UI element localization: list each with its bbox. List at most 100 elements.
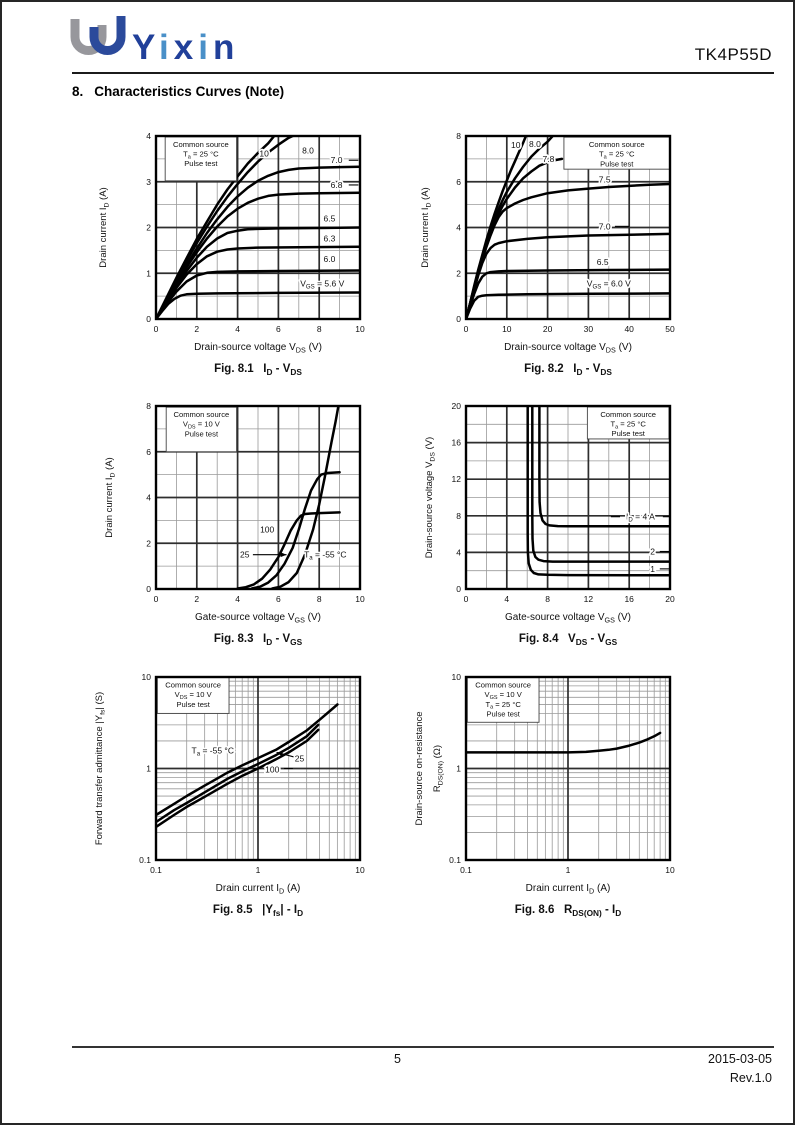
curve-V_GS=6.3V <box>155 245 361 320</box>
series-group <box>155 703 339 829</box>
x-tick-label: 1 <box>256 865 261 875</box>
x-tick-label: 0 <box>464 324 469 334</box>
curve-label: Ta = -55 °C <box>304 550 346 562</box>
x-tick-label: 4 <box>235 594 240 604</box>
x-axis-title: Drain-source voltage VDS (V) <box>194 342 322 354</box>
plot-frame <box>154 675 362 862</box>
note-box <box>156 677 230 714</box>
curve-label: 10 <box>511 140 521 150</box>
curve-label: Ta = -55 °C <box>192 745 234 757</box>
plot-frame <box>464 675 672 862</box>
note-line: VGS = 10 V <box>485 690 523 701</box>
x-tick-label: 10 <box>355 865 365 875</box>
curve-label: 7.8 <box>543 154 555 164</box>
x-tick-label: 2 <box>194 324 199 334</box>
y-axis-title: Drain current ID (A) <box>104 457 116 537</box>
note-box <box>165 406 238 453</box>
plot-frame <box>154 134 362 321</box>
x-tick-label: 10 <box>502 324 512 334</box>
curve-I_D=4A <box>538 405 671 528</box>
note-line: VDS = 10 V <box>175 690 213 701</box>
x-tick-label: 8 <box>545 594 550 604</box>
note-line: Pulse test <box>176 700 210 709</box>
curve-label: 10 <box>259 148 269 158</box>
note-line: Common source <box>174 410 230 419</box>
y-axis-title: Drain current ID (A) <box>420 187 432 267</box>
footer-revision: Rev.1.0 <box>729 1071 772 1086</box>
curve-label: 8.0 <box>302 146 314 156</box>
y-axis-title: Drain current ID (A) <box>98 187 110 267</box>
x-tick-label: 12 <box>584 594 594 604</box>
curve-label: 6.0 <box>323 254 335 264</box>
x-tick-label: 1 <box>566 865 571 875</box>
y-axis-title: Drain-source on-resistance <box>414 711 425 825</box>
series-group <box>465 135 671 320</box>
curve-T_a=100°C <box>155 728 320 829</box>
y-tick-label: 1 <box>456 764 461 774</box>
curve-T_a=-55°C <box>271 405 340 590</box>
y-tick-label: 8 <box>146 401 151 411</box>
page-number: 5 <box>394 1052 401 1066</box>
y-tick-label: 16 <box>452 438 462 448</box>
y-tick-label: 0.1 <box>449 855 461 865</box>
chart-fig-8-5-yfs-id: Common source VDS = 10 V Pulse test Ta = -5… <box>82 663 402 929</box>
y-tick-label: 0 <box>456 314 461 324</box>
y-tick-label: 8 <box>456 511 461 521</box>
curve-V_GS=5.6V <box>155 291 361 320</box>
curve-V_GS=7.0V <box>465 232 671 320</box>
section-title-text: Characteristics Curves (Note) <box>94 84 285 99</box>
note-line: Ta = 25 °C <box>485 700 521 711</box>
note-line: Pulse test <box>486 709 520 718</box>
x-tick-label: 6 <box>276 594 281 604</box>
chart-fig-8-4-vds-vgs: Common source Ta = 25 °C Pulse test ID = 4 … <box>392 392 712 658</box>
note-box <box>466 677 540 723</box>
chart-fig-8-3-id-vgs: Common source VDS = 10 V Pulse test 100 25 Ta… <box>82 392 402 658</box>
note-line: Ta = 25 °C <box>599 150 635 161</box>
y-tick-label: 1 <box>146 268 151 278</box>
x-tick-label: 10 <box>665 865 675 875</box>
figure-caption: Fig. 8.3 ID - VGS <box>214 633 303 647</box>
logo-u-gray-icon <box>70 19 107 55</box>
series-group <box>465 731 662 754</box>
note-line: Pulse test <box>184 159 218 168</box>
x-axis-title: Drain current ID (A) <box>526 883 611 895</box>
curve-V_GS=8.0V <box>155 135 297 320</box>
y-tick-label: 2 <box>146 223 151 233</box>
series-group <box>526 405 671 577</box>
curve-label: VGS = 6.0 V <box>587 279 631 291</box>
note-line: Common source <box>173 140 229 149</box>
x-tick-label: 0.1 <box>150 865 162 875</box>
x-tick-label: 0.1 <box>460 865 472 875</box>
figure-caption: Fig. 8.6 RDS(ON) - ID <box>515 904 621 918</box>
curve-V_GS=6.0V <box>465 292 671 320</box>
x-axis-title: Drain-source voltage VDS (V) <box>504 342 632 354</box>
y-tick-label: 6 <box>146 447 151 457</box>
note-line: Common source <box>589 140 645 149</box>
curve-label: 25 <box>240 550 250 560</box>
curve-I_D=2A <box>531 405 671 563</box>
curve-label: 100 <box>260 525 274 535</box>
plot-frame <box>464 134 672 321</box>
curve-V_GS=6.5V <box>465 268 671 320</box>
x-tick-label: 8 <box>317 324 322 334</box>
x-tick-label: 10 <box>355 324 365 334</box>
y-tick-label: 10 <box>452 672 462 682</box>
curve-label: 7.5 <box>599 174 611 184</box>
plot-frame <box>154 404 362 591</box>
note-line: Common source <box>600 410 656 419</box>
y-axis-title: RDS(ON) (Ω) <box>432 745 444 792</box>
chart-fig-8-1-id-vds: Common source Ta = 25 °C Pulse test 10 8.0 7.… <box>82 122 402 388</box>
x-tick-label: 0 <box>154 594 159 604</box>
note-line: Ta = 25 °C <box>610 420 646 431</box>
curve-T_a=25°C <box>250 471 341 590</box>
y-tick-label: 4 <box>456 547 461 557</box>
curve-label: 7.0 <box>331 155 343 165</box>
note-line: VDS = 10 V <box>183 420 221 431</box>
chart-fig-8-6-rdson-id: Common source VGS = 10 V Ta = 25 °C Pulse t… <box>392 663 712 929</box>
y-tick-label: 4 <box>146 131 151 141</box>
curve-T_a=100°C <box>236 511 341 590</box>
footer-date: 2015-03-05 <box>708 1052 772 1066</box>
section-title: 8. Characteristics Curves (Note) <box>72 84 284 99</box>
